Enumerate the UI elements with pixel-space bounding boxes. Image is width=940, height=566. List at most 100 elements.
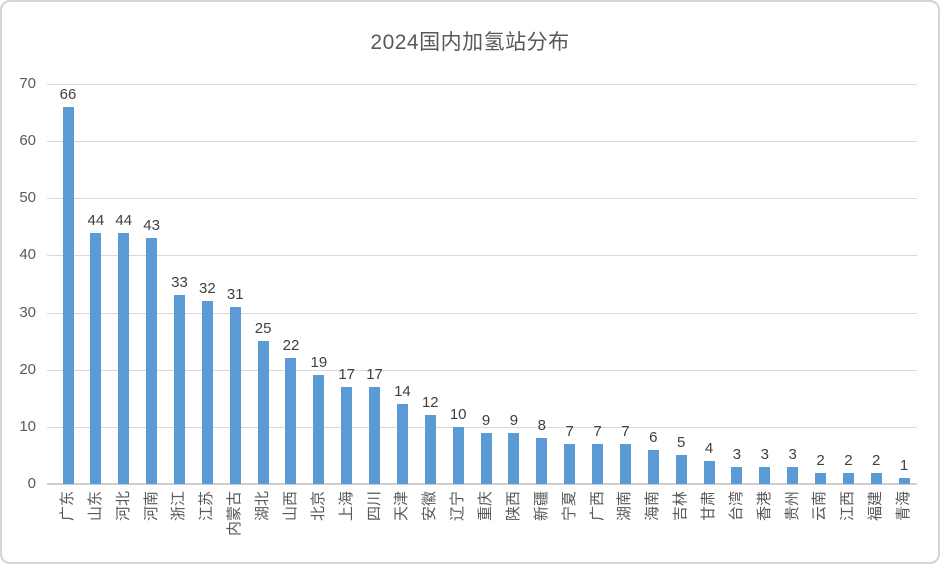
data-label: 22	[282, 337, 300, 355]
data-label: 2	[872, 451, 881, 469]
data-label: 10	[449, 405, 467, 423]
x-axis-category-text: 陕西	[504, 491, 522, 522]
gridline	[47, 198, 917, 200]
gridline	[47, 255, 917, 257]
bar	[814, 472, 826, 484]
x-axis-category-text: 湖北	[254, 491, 272, 522]
data-label: 14	[394, 383, 411, 400]
bar	[146, 238, 158, 484]
data-label: 25	[254, 320, 272, 338]
bar	[369, 386, 381, 484]
bar	[229, 306, 241, 484]
x-axis-category-text: 广西	[588, 491, 606, 522]
x-axis-category-text: 河北	[114, 491, 132, 522]
gridline	[47, 426, 917, 428]
x-axis-category-text: 青海	[895, 491, 913, 522]
x-axis-category-text: 山西	[281, 491, 299, 522]
gridline	[47, 312, 917, 314]
x-axis-category-text: 广东	[59, 491, 76, 522]
bar	[564, 444, 576, 484]
x-axis-category-text: 甘肃	[700, 491, 717, 522]
gridline	[47, 141, 917, 143]
bar	[173, 295, 185, 484]
data-label: 17	[366, 365, 383, 383]
bar	[898, 478, 910, 484]
data-label: 44	[115, 211, 133, 229]
bar	[619, 444, 631, 484]
bar	[536, 438, 548, 484]
bar	[870, 472, 882, 484]
x-axis-category-text: 新疆	[532, 491, 550, 522]
data-label: 7	[565, 423, 574, 440]
y-axis-tick-label: 10	[19, 417, 36, 435]
bar	[480, 432, 492, 484]
gridline	[47, 369, 917, 371]
bar	[787, 466, 799, 484]
x-axis-category-text: 辽宁	[449, 491, 467, 522]
x-axis-category-text: 内蒙古	[226, 491, 244, 537]
data-label: 44	[87, 211, 105, 229]
bar	[62, 106, 74, 484]
bar	[508, 432, 520, 484]
x-axis-category-text: 贵州	[783, 491, 801, 522]
x-axis-category-text: 江西	[839, 491, 857, 522]
data-label: 1	[899, 457, 909, 475]
bar	[592, 444, 604, 484]
gridline	[47, 84, 917, 85]
data-label: 32	[199, 280, 216, 298]
data-label: 8	[537, 417, 546, 435]
x-axis-category-text: 海南	[644, 491, 662, 522]
x-axis-category-text: 重庆	[477, 491, 495, 522]
bar	[285, 358, 297, 484]
data-label: 2	[816, 451, 825, 469]
chart-title: 2024国内加氢站分布	[370, 31, 570, 54]
bar	[201, 301, 213, 484]
x-axis-category-text: 湖南	[616, 491, 634, 522]
data-label: 3	[788, 445, 797, 463]
data-label: 43	[143, 217, 160, 235]
data-label: 3	[732, 445, 742, 463]
data-label: 9	[481, 411, 491, 429]
y-axis-tick-label: 70	[19, 75, 36, 92]
bar	[396, 404, 408, 484]
data-label: 2	[844, 451, 853, 469]
data-label: 5	[676, 434, 686, 452]
y-axis-tick-label: 0	[27, 475, 36, 492]
bar	[452, 426, 464, 484]
data-label: 9	[509, 411, 519, 429]
data-label: 17	[338, 365, 356, 383]
bar	[759, 466, 771, 484]
data-label: 3	[760, 445, 769, 463]
x-axis-category-text: 上海	[337, 491, 355, 522]
bar	[647, 449, 659, 484]
data-label: 31	[226, 285, 244, 303]
x-axis-category-text: 香港	[755, 491, 773, 522]
y-axis-tick-label: 60	[19, 132, 36, 150]
bar	[341, 386, 353, 484]
data-label: 7	[593, 423, 602, 440]
x-axis-line	[47, 483, 917, 485]
x-axis-category-text: 福建	[867, 491, 885, 522]
data-label: 4	[704, 440, 714, 458]
x-axis-category-text: 四川	[365, 491, 383, 522]
x-axis-category-text: 江苏	[198, 491, 216, 522]
bar	[842, 472, 854, 484]
bar	[703, 461, 715, 484]
data-label: 7	[621, 423, 630, 440]
bar	[731, 466, 743, 484]
x-axis-category-text: 云南	[811, 491, 829, 522]
x-axis-category-text: 浙江	[170, 491, 188, 522]
x-axis-category-text: 河南	[142, 491, 160, 522]
x-axis-category-text: 北京	[309, 491, 327, 522]
data-label: 33	[171, 274, 188, 292]
y-axis-tick-label: 50	[19, 189, 36, 207]
x-axis-category-text: 安徽	[421, 491, 439, 522]
x-axis-category-text: 台湾	[727, 491, 745, 522]
data-label: 66	[59, 85, 77, 103]
bar	[313, 375, 325, 484]
bar	[90, 232, 102, 484]
data-label: 12	[421, 394, 439, 412]
x-axis-category-text: 山东	[86, 491, 104, 522]
